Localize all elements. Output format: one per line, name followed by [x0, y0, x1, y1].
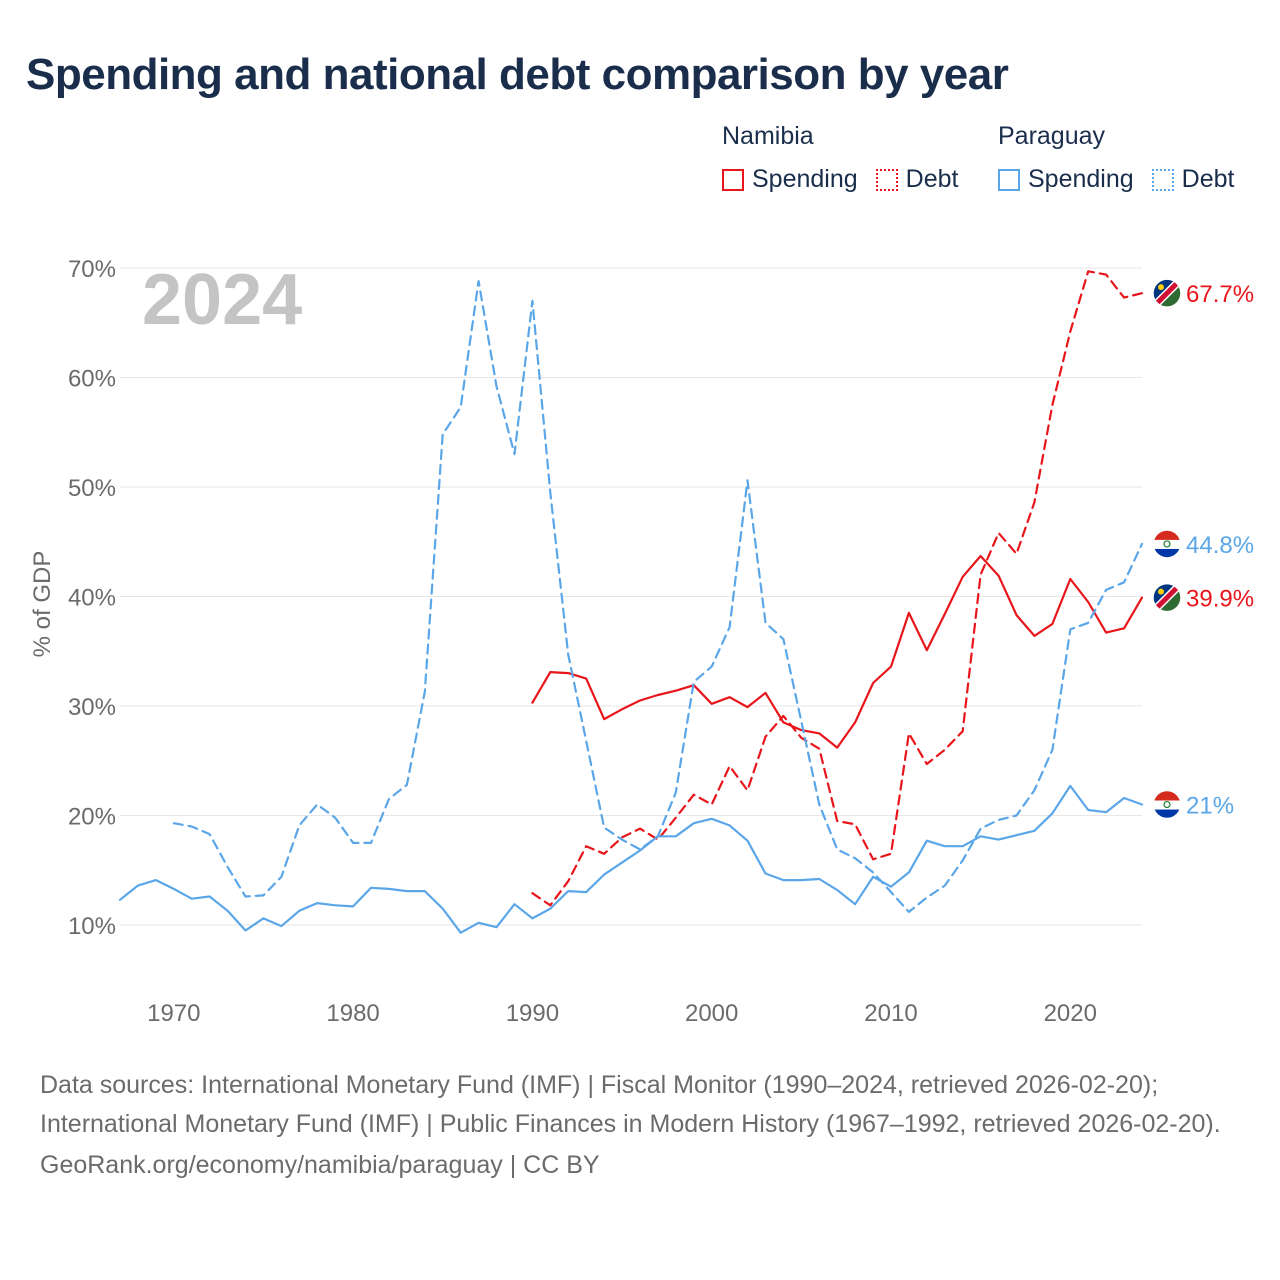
end-value-label: 67.7%: [1186, 281, 1254, 308]
x-tick-label: 2000: [685, 1000, 738, 1027]
legend-namibia-spending[interactable]: Spending: [722, 165, 858, 194]
paraguay-flag-icon: [1152, 529, 1182, 559]
y-tick-label: 60%: [68, 366, 116, 393]
y-tick-label: 10%: [68, 913, 116, 940]
series-lines: [118, 270, 1144, 934]
flag-ring: [1152, 582, 1182, 613]
x-tick-label: 2020: [1044, 1000, 1097, 1027]
grid-lines: [120, 267, 1142, 926]
end-value-label: 39.9%: [1186, 586, 1254, 613]
flag-emblem: [1163, 540, 1171, 548]
y-tick-label: 20%: [68, 804, 116, 831]
legend-swatch-solid-blue: [998, 168, 1020, 191]
flag-red-band: [1153, 583, 1181, 612]
credit-link[interactable]: GeoRank.org/economy/namibia/paraguay | C…: [40, 1151, 600, 1179]
chart-title: Spending and national debt comparison by…: [26, 50, 1009, 99]
legend-paraguay: Paraguay Spending Debt: [998, 122, 1252, 194]
flag-stripe-blue: [1153, 548, 1181, 558]
flag-sun: [1158, 588, 1164, 595]
legend-label: Spending: [1028, 165, 1134, 193]
legend-paraguay-debt[interactable]: Debt: [1151, 165, 1235, 194]
flag-stripe-red: [1153, 790, 1181, 801]
flag-stripe-white: [1153, 539, 1181, 549]
year-watermark: 2024: [142, 260, 302, 340]
end-labels: 39.9% 67.7% 21% 44.8%: [1152, 278, 1254, 820]
flag-stripe-blue: [1153, 809, 1181, 819]
namibia-flag-icon: [1152, 582, 1182, 613]
legend-namibia-debt[interactable]: Debt: [875, 165, 959, 194]
x-axis-ticks: 1970 1980 1990 2000 2010 2020: [147, 1000, 1097, 1027]
paraguay-flag-icon: [1152, 789, 1182, 820]
end-value-label: 44.8%: [1186, 532, 1254, 559]
end-value-label: 21%: [1186, 793, 1234, 820]
line-chart: 2024 10% 20% 30% 40% 50% 60% 70% 1970 1980 1990 2…: [29, 256, 1254, 1027]
legend-country-namibia: Namibia: [722, 122, 814, 150]
flag-ring: [1152, 278, 1182, 308]
legend-swatch-dotted-blue: [1151, 168, 1174, 191]
legend-label: Spending: [752, 165, 858, 193]
y-axis-label: % of GDP: [29, 551, 56, 658]
legend-paraguay-spending[interactable]: Spending: [998, 165, 1134, 194]
legend-namibia: Namibia Spending Debt: [722, 122, 976, 194]
x-tick-label: 1990: [506, 1000, 559, 1027]
legend-swatch-dotted-red: [875, 168, 898, 191]
y-tick-label: 30%: [68, 694, 116, 721]
flag-red-band: [1153, 279, 1181, 307]
flag-stripe-red: [1153, 529, 1181, 540]
x-tick-label: 1970: [147, 1000, 200, 1027]
flag-stripe-white: [1153, 800, 1181, 810]
x-tick-label: 2010: [864, 1000, 917, 1027]
namibia-flag-icon: [1152, 278, 1182, 308]
y-tick-label: 50%: [68, 475, 116, 502]
y-tick-label: 40%: [68, 585, 116, 612]
legend-swatch-solid-red: [722, 168, 744, 191]
series-line-paraguay-spending: [118, 784, 1144, 934]
flag-ring: [1152, 529, 1182, 559]
series-line-namibia-debt: [531, 270, 1144, 907]
series-line-namibia-spending: [531, 554, 1144, 749]
series-line-paraguay-debt: [172, 280, 1144, 914]
flag-emblem: [1163, 800, 1171, 809]
y-axis-ticks: 10% 20% 30% 40% 50% 60% 70%: [68, 256, 116, 940]
y-tick-label: 70%: [68, 256, 116, 283]
footer: Data sources: International Monetary Fun…: [40, 1066, 1240, 1185]
data-sources: Data sources: International Monetary Fun…: [40, 1071, 1221, 1138]
x-tick-label: 1980: [326, 1000, 379, 1027]
flag-sun: [1158, 284, 1164, 291]
legend-label: Debt: [905, 165, 959, 193]
legend-country-paraguay: Paraguay: [998, 122, 1106, 150]
flag-ring: [1152, 789, 1182, 820]
legend-label: Debt: [1181, 165, 1235, 193]
